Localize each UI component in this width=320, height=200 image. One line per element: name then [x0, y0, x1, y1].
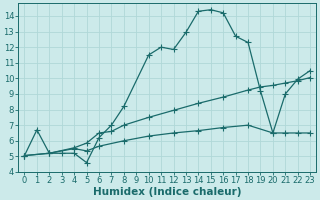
X-axis label: Humidex (Indice chaleur): Humidex (Indice chaleur) [93, 187, 242, 197]
